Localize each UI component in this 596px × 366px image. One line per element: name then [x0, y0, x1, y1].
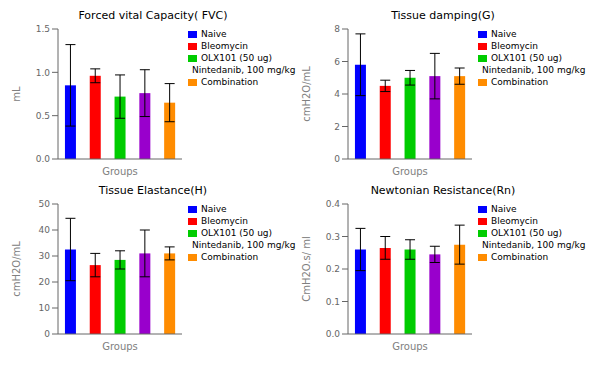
- svg-text:Groups: Groups: [102, 341, 138, 352]
- svg-text:6: 6: [334, 57, 340, 67]
- svg-text:4: 4: [334, 89, 340, 99]
- html-text:Naive: Naive: [491, 29, 517, 39]
- svg-text:Groups: Groups: [392, 166, 428, 177]
- html-text:Combination: Combination: [491, 77, 549, 87]
- html-text:Nintedanib, 100 mg/kg: Nintedanib, 100 mg/kg: [482, 240, 586, 250]
- html-text:Combination: Combination: [201, 77, 259, 87]
- svg-text:mL: mL: [11, 86, 22, 102]
- svg-text:0.1: 0.1: [326, 297, 340, 307]
- html-text:Nintedanib, 100 mg/kg: Nintedanib, 100 mg/kg: [192, 240, 296, 250]
- html-text:Bleomycin: Bleomycin: [491, 216, 538, 226]
- svg-text:0.2: 0.2: [326, 264, 340, 274]
- svg-text:1.5: 1.5: [36, 24, 50, 34]
- html-text:Forced vital Capacity( FVC): Forced vital Capacity( FVC): [78, 9, 228, 22]
- svg-text:0.0: 0.0: [326, 329, 341, 339]
- html-text:OLX101 (50 ug): OLX101 (50 ug): [201, 53, 273, 63]
- svg-text:Groups: Groups: [102, 166, 138, 177]
- html-text:Combination: Combination: [201, 252, 259, 262]
- svg-text:10: 10: [39, 303, 51, 313]
- svg-text:20: 20: [39, 277, 51, 287]
- svg-text:30: 30: [39, 251, 51, 261]
- html-text:Naive: Naive: [201, 29, 227, 39]
- html-text:Naive: Naive: [201, 204, 227, 214]
- svg-text:cmH2O/mL: cmH2O/mL: [11, 241, 22, 297]
- svg-text:0.4: 0.4: [326, 199, 341, 209]
- html-text:OLX101 (50 ug): OLX101 (50 ug): [491, 228, 563, 238]
- svg-text:0: 0: [44, 329, 50, 339]
- svg-text:0.5: 0.5: [36, 111, 50, 121]
- svg-text:50: 50: [39, 199, 51, 209]
- html-text:Tissue damping(G): Tissue damping(G): [391, 9, 495, 22]
- html-text:Tissue Elastance(H): Tissue Elastance(H): [98, 184, 208, 197]
- html-text:Newtonian Resistance(Rn): Newtonian Resistance(Rn): [370, 184, 516, 197]
- svg-text:CmH2O.s/ ml: CmH2O.s/ ml: [301, 236, 312, 302]
- svg-text:Groups: Groups: [392, 341, 428, 352]
- svg-text:8: 8: [334, 24, 340, 34]
- svg-text:40: 40: [39, 225, 51, 235]
- html-text:Naive: Naive: [491, 204, 517, 214]
- html-text:Combination: Combination: [491, 252, 549, 262]
- svg-text:2: 2: [334, 122, 340, 132]
- html-text:Bleomycin: Bleomycin: [201, 41, 248, 51]
- html-text:Bleomycin: Bleomycin: [491, 41, 538, 51]
- svg-text:0.0: 0.0: [36, 154, 51, 164]
- svg-text:0: 0: [334, 154, 340, 164]
- html-text:OLX101 (50 ug): OLX101 (50 ug): [491, 53, 563, 63]
- svg-text:1.0: 1.0: [36, 68, 51, 78]
- svg-text:0.3: 0.3: [326, 232, 340, 242]
- svg-text:cmH2O/mL: cmH2O/mL: [301, 66, 312, 122]
- html-text:Nintedanib, 100 mg/kg: Nintedanib, 100 mg/kg: [482, 65, 586, 75]
- html-text:Bleomycin: Bleomycin: [201, 216, 248, 226]
- html-text:Nintedanib, 100 mg/kg: Nintedanib, 100 mg/kg: [192, 65, 296, 75]
- html-text:OLX101 (50 ug): OLX101 (50 ug): [201, 228, 273, 238]
